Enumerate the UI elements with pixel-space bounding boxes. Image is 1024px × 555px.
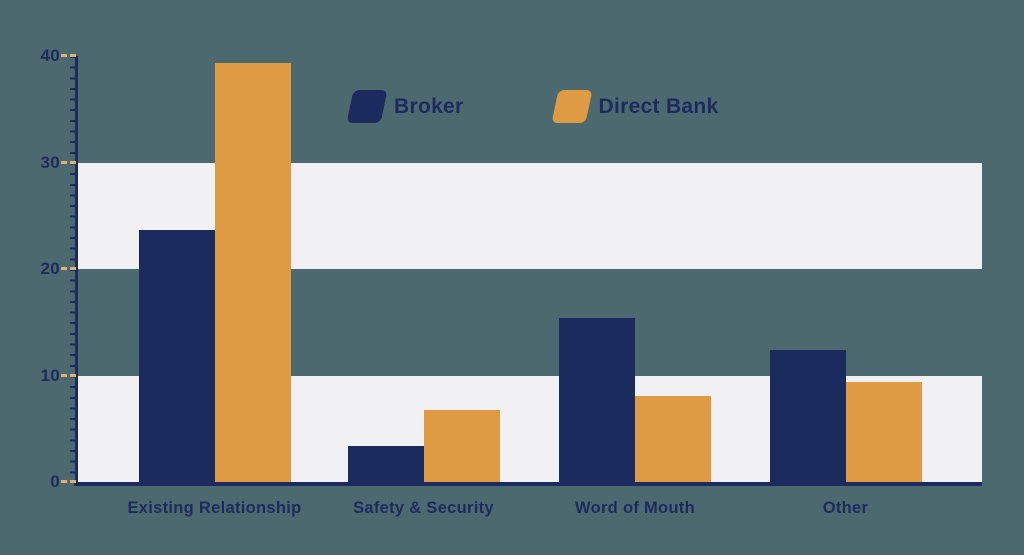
bar-broker-existing-relationship[interactable]	[138, 229, 215, 482]
legend: Broker Direct Bank	[346, 90, 719, 123]
bar-broker-other[interactable]	[769, 349, 846, 482]
broker-legend-swatch-icon	[346, 90, 388, 123]
bar-direct-bank-other[interactable]	[845, 381, 922, 482]
y-axis-major-tick	[61, 373, 76, 377]
x-axis-line	[74, 482, 982, 486]
y-axis-line	[75, 56, 78, 484]
bar-direct-bank-word-of-mouth[interactable]	[635, 395, 711, 482]
y-axis-major-tick	[61, 160, 76, 164]
bar-direct-bank-existing-relationship[interactable]	[214, 63, 291, 482]
y-axis-tick-label: 0	[50, 472, 60, 491]
y-axis-tick-label: 10	[40, 365, 60, 385]
bar-broker-safety-security[interactable]	[347, 445, 424, 482]
bar-group-safety-security	[347, 56, 500, 482]
x-axis-category-label: Safety & Security	[353, 499, 494, 517]
bar-group-word-of-mouth	[559, 56, 711, 482]
y-axis-tick-label: 40	[40, 46, 60, 65]
y-axis-major-tick	[61, 54, 76, 57]
x-axis-category-label: Other	[822, 499, 869, 517]
x-axis-category-label: Word of Mouth	[575, 499, 695, 517]
bar-group-other	[769, 56, 922, 482]
bar-group-existing-relationship	[138, 56, 291, 482]
y-axis-major-tick	[61, 267, 76, 270]
legend-item-direct-bank[interactable]: Direct Bank	[550, 90, 719, 123]
direct-bank-legend-swatch-icon	[550, 90, 593, 123]
x-axis-category-label: Existing Relationship	[127, 499, 302, 517]
legend-label-broker: Broker	[394, 94, 464, 118]
y-axis-tick-label: 30	[40, 152, 60, 172]
y-axis-tick-label: 20	[40, 259, 60, 278]
legend-label-direct-bank: Direct Bank	[598, 94, 719, 118]
y-axis-major-tick	[61, 480, 76, 483]
bar-direct-bank-safety-security[interactable]	[423, 409, 500, 482]
legend-item-broker[interactable]: Broker	[346, 90, 464, 123]
bar-broker-word-of-mouth[interactable]	[559, 318, 635, 482]
